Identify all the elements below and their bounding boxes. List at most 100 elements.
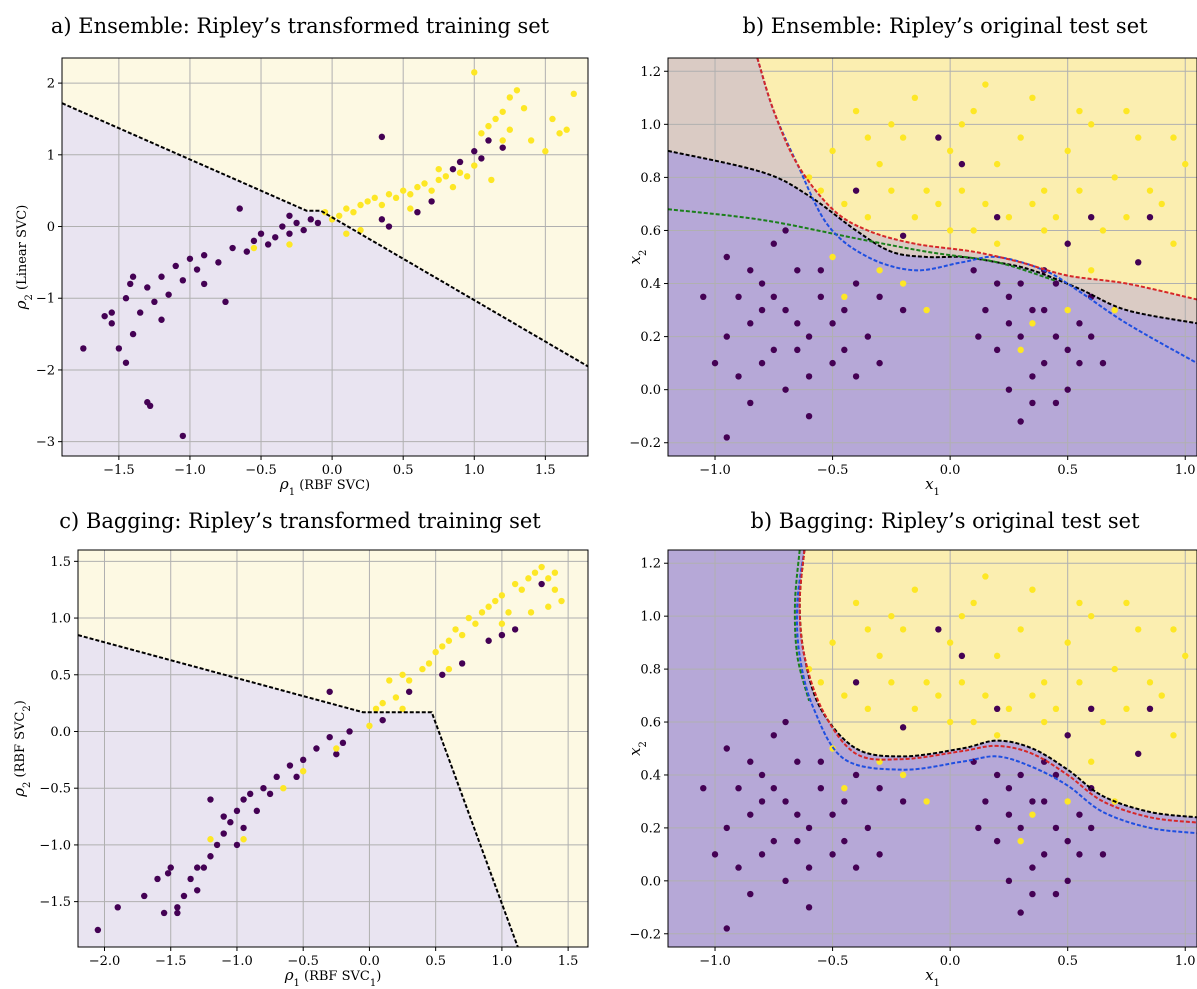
panel-title: b) Ensemble: Ripley’s original test set bbox=[742, 14, 1148, 38]
point-class-0 bbox=[747, 399, 754, 407]
point-class-1 bbox=[386, 677, 393, 684]
point-class-0 bbox=[378, 216, 386, 223]
point-class-0 bbox=[167, 864, 174, 871]
x-axis-label: x1 bbox=[925, 475, 940, 498]
y-tick-label: −1 bbox=[36, 292, 55, 307]
point-class-0 bbox=[180, 892, 188, 900]
point-class-0 bbox=[273, 773, 280, 781]
point-class-0 bbox=[215, 259, 222, 266]
point-class-0 bbox=[1040, 359, 1048, 367]
point-class-0 bbox=[899, 232, 907, 239]
point-class-1 bbox=[506, 94, 514, 101]
point-class-1 bbox=[1088, 612, 1095, 620]
point-class-1 bbox=[498, 620, 506, 627]
y-tick-label: 0.0 bbox=[50, 725, 71, 740]
point-class-1 bbox=[935, 692, 942, 699]
point-class-0 bbox=[499, 144, 506, 151]
point-class-0 bbox=[782, 306, 789, 314]
point-class-0 bbox=[993, 837, 1001, 845]
point-class-1 bbox=[556, 130, 563, 137]
point-class-0 bbox=[1029, 864, 1036, 871]
panel-4: −1.0 −0.5 0.0 0.5 1.0 −0.2 0.0 0.2 0.4 0.6 0.8 1.0 1… bbox=[626, 509, 1197, 989]
point-class-0 bbox=[1029, 890, 1036, 898]
point-class-0 bbox=[80, 345, 87, 352]
point-class-1 bbox=[1005, 705, 1013, 712]
point-class-1 bbox=[520, 104, 528, 112]
point-class-1 bbox=[472, 620, 479, 627]
point-class-0 bbox=[935, 134, 942, 141]
point-class-0 bbox=[122, 295, 130, 302]
point-class-1 bbox=[841, 692, 848, 699]
point-class-0 bbox=[805, 824, 813, 832]
point-class-1 bbox=[425, 660, 433, 667]
point-class-1 bbox=[864, 214, 872, 221]
point-class-0 bbox=[899, 798, 907, 805]
point-class-1 bbox=[923, 679, 930, 686]
point-class-1 bbox=[527, 609, 535, 616]
point-class-0 bbox=[852, 280, 860, 287]
point-class-1 bbox=[1076, 187, 1083, 194]
decision-boundary-black bbox=[62, 102, 588, 368]
point-class-1 bbox=[1099, 227, 1107, 234]
point-class-1 bbox=[371, 194, 378, 202]
point-class-1 bbox=[1111, 174, 1118, 181]
point-class-0 bbox=[186, 255, 194, 262]
point-class-0 bbox=[958, 160, 966, 168]
point-class-1 bbox=[452, 626, 459, 633]
point-class-0 bbox=[378, 133, 386, 141]
point-class-1 bbox=[1158, 200, 1165, 208]
point-class-0 bbox=[864, 824, 872, 832]
point-class-1 bbox=[829, 147, 836, 155]
point-class-0 bbox=[700, 293, 707, 300]
point-class-1 bbox=[551, 569, 559, 576]
panel-title: b) Bagging: Ripley’s original test set bbox=[750, 509, 1140, 533]
point-class-0 bbox=[187, 875, 194, 883]
point-class-0 bbox=[179, 277, 187, 284]
y-tick-label: 1.2 bbox=[640, 65, 661, 80]
point-class-1 bbox=[570, 90, 577, 98]
point-class-1 bbox=[1029, 692, 1036, 699]
decision-boundary-green bbox=[793, 550, 811, 702]
point-class-0 bbox=[122, 359, 130, 366]
point-class-1 bbox=[333, 745, 340, 752]
y-tick-label: 0.5 bbox=[50, 668, 71, 683]
point-class-1 bbox=[478, 609, 486, 616]
plot-area bbox=[78, 550, 588, 947]
point-class-0 bbox=[94, 926, 102, 934]
x-tick-label: 1.5 bbox=[535, 463, 556, 478]
point-class-0 bbox=[174, 909, 181, 917]
point-class-0 bbox=[141, 892, 148, 900]
point-class-1 bbox=[1064, 639, 1071, 646]
point-class-0 bbox=[220, 813, 227, 820]
point-class-1 bbox=[970, 107, 977, 115]
point-class-1 bbox=[563, 126, 570, 133]
point-class-0 bbox=[975, 333, 982, 340]
point-class-0 bbox=[852, 864, 860, 871]
point-class-0 bbox=[174, 904, 181, 911]
decision-boundary-black bbox=[668, 149, 1197, 325]
point-class-0 bbox=[723, 745, 730, 752]
y-tick-label: −2 bbox=[36, 363, 55, 378]
point-class-0 bbox=[243, 248, 251, 255]
point-class-0 bbox=[841, 346, 848, 354]
point-class-0 bbox=[747, 267, 754, 274]
point-class-1 bbox=[958, 612, 966, 620]
point-class-1 bbox=[1088, 758, 1095, 765]
point-class-1 bbox=[499, 137, 506, 144]
point-class-0 bbox=[782, 798, 789, 805]
point-class-1 bbox=[946, 718, 954, 726]
point-class-0 bbox=[993, 705, 1001, 712]
point-class-0 bbox=[841, 837, 848, 845]
point-class-1 bbox=[1146, 679, 1154, 686]
point-class-0 bbox=[485, 137, 492, 144]
point-class-1 bbox=[419, 665, 426, 673]
point-class-0 bbox=[108, 320, 115, 327]
point-class-0 bbox=[164, 870, 172, 877]
point-class-0 bbox=[747, 890, 754, 898]
point-class-0 bbox=[805, 413, 813, 420]
x-tick-label: 0.0 bbox=[940, 463, 961, 478]
point-class-1 bbox=[946, 147, 954, 155]
point-class-0 bbox=[1076, 811, 1083, 818]
point-class-0 bbox=[213, 841, 221, 849]
point-class-1 bbox=[1170, 732, 1177, 739]
